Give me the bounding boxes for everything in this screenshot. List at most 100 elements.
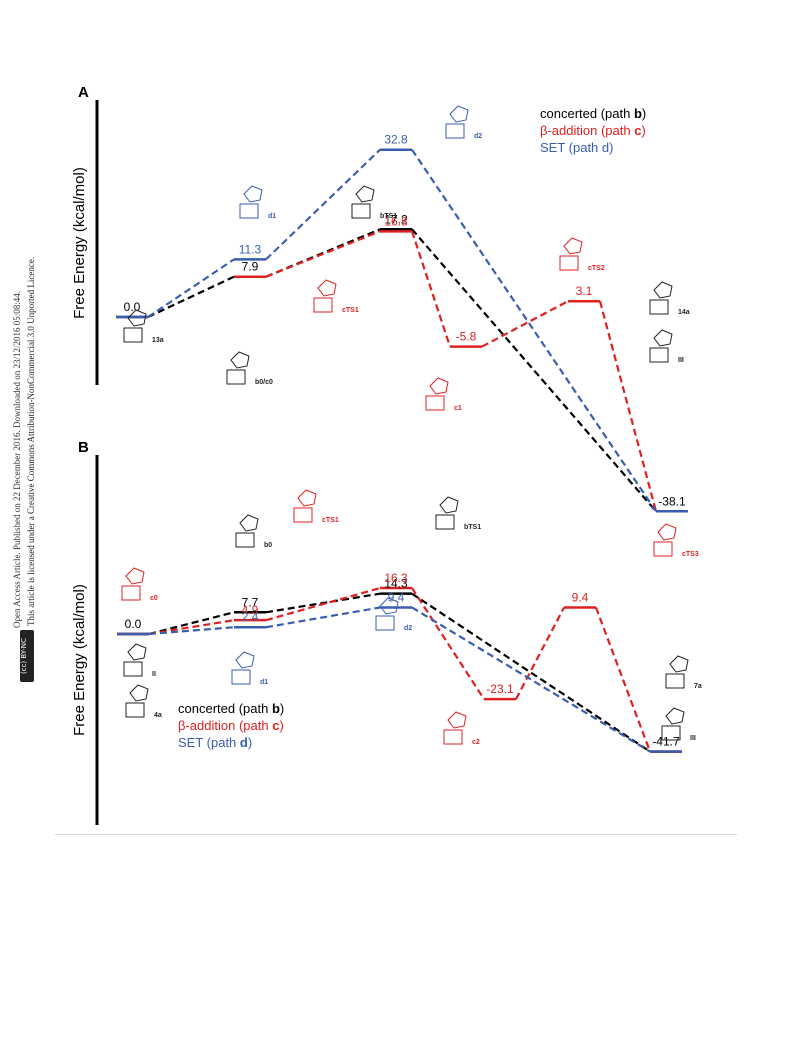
species-label: II bbox=[152, 671, 156, 678]
y-axis-label: Free Energy (kcal/mol) bbox=[71, 167, 88, 319]
species-label: d2 bbox=[404, 625, 412, 632]
energy-value-label: 32.8 bbox=[384, 133, 408, 147]
series-set bbox=[116, 148, 688, 513]
connector bbox=[148, 611, 235, 636]
energy-value-label: 2.4 bbox=[242, 610, 259, 624]
panel-letter: B bbox=[78, 439, 89, 456]
legend-entry: β-addition (path c) bbox=[540, 123, 646, 138]
species-label: bTS1 bbox=[380, 213, 397, 220]
species-label: 14a bbox=[678, 309, 690, 316]
species-label: 13a bbox=[152, 337, 164, 344]
series-set bbox=[117, 606, 682, 753]
connector bbox=[411, 228, 657, 513]
series-beta bbox=[234, 230, 688, 513]
molecule-structure: bTS1 bbox=[351, 185, 397, 220]
connector bbox=[265, 606, 381, 629]
legend: concerted (path b) β-addition (path c) SET… bbox=[178, 701, 284, 750]
molecule-structure: c2 bbox=[443, 711, 480, 746]
molecule-structure: 13a bbox=[123, 309, 164, 344]
molecule-structure: 4a bbox=[125, 684, 162, 719]
molecule-structure: cTS2 bbox=[559, 237, 605, 272]
connector bbox=[148, 626, 235, 636]
energy-value-label: 7.7 bbox=[242, 595, 259, 609]
molecule-structure: b0 bbox=[235, 514, 272, 549]
species-label: c2 bbox=[472, 739, 480, 746]
panel-b: B Free Energy (kcal/mol) 0.0 7.7 14.3 -41.7 4.… bbox=[71, 439, 702, 825]
molecule-structure: b0/c0 bbox=[226, 351, 273, 386]
energy-value-label: -41.7 bbox=[652, 735, 680, 749]
molecule-structure: d2 bbox=[445, 105, 482, 140]
connector bbox=[411, 606, 651, 753]
energy-value-label: 7.9 bbox=[242, 260, 259, 274]
species-label: cTS1 bbox=[342, 307, 359, 314]
molecule-structure: III bbox=[661, 707, 696, 742]
species-label: cTS2 bbox=[588, 265, 605, 272]
footer-divider bbox=[55, 834, 737, 835]
energy-value-label: 17.2 bbox=[384, 212, 408, 226]
species-label: d1 bbox=[260, 679, 268, 686]
energy-value-label: 0.0 bbox=[124, 300, 141, 314]
species-label: b0/c0 bbox=[255, 379, 273, 386]
energy-value-label: 14.3 bbox=[384, 577, 408, 591]
molecule-structure: d1 bbox=[239, 185, 276, 220]
molecule-structure: d2 bbox=[375, 597, 412, 632]
molecule-structure: bTS1 bbox=[435, 496, 481, 531]
molecule-structure: c1 bbox=[425, 377, 462, 412]
y-axis-label: Free Energy (kcal/mol) bbox=[71, 584, 88, 736]
connector bbox=[411, 592, 651, 753]
energy-value-label: -5.8 bbox=[456, 330, 477, 344]
energy-value-label: -23.1 bbox=[486, 682, 514, 696]
energy-value-label: 11.3 bbox=[239, 242, 262, 256]
species-label: bTS1 bbox=[464, 524, 481, 531]
molecule-structure: III bbox=[649, 329, 684, 364]
molecule-structure: 7a bbox=[665, 655, 702, 690]
connector bbox=[594, 607, 652, 752]
connector bbox=[265, 230, 381, 278]
connector bbox=[515, 606, 565, 700]
molecule-structure: cTS1 bbox=[313, 279, 359, 314]
species-label: III bbox=[678, 357, 684, 364]
connector bbox=[410, 230, 452, 347]
energy-value-label: 9.4 bbox=[572, 590, 589, 604]
legend-entry: concerted (path b) bbox=[540, 106, 646, 121]
connector bbox=[598, 300, 658, 512]
species-label: c1 bbox=[454, 405, 462, 412]
species-label: cTS3 bbox=[682, 551, 699, 558]
molecule-structure: cTS1 bbox=[293, 489, 339, 524]
legend: concerted (path b) β-addition (path c) SET… bbox=[540, 106, 646, 155]
energy-value-label: 4.9 bbox=[242, 603, 259, 617]
species-label: 7a bbox=[694, 683, 702, 690]
legend-entry: SET (path d) bbox=[540, 140, 613, 155]
species-label: d1 bbox=[268, 213, 276, 220]
connector bbox=[147, 275, 235, 318]
energy-value-label: 3.1 bbox=[576, 284, 593, 298]
molecule-structure: cTS3 bbox=[653, 523, 699, 558]
species-label: b0 bbox=[264, 542, 272, 549]
energy-value-label: 9.4 bbox=[388, 590, 405, 604]
molecule-structure: 14a bbox=[649, 281, 690, 316]
energy-value-label: 0.0 bbox=[125, 617, 142, 631]
legend-entry: SET (path d) bbox=[178, 735, 252, 750]
energy-value-label: -38.1 bbox=[658, 494, 686, 508]
panel-letter: A bbox=[78, 84, 89, 101]
connector bbox=[265, 586, 381, 622]
species-label: 4a bbox=[154, 712, 162, 719]
connector bbox=[265, 148, 381, 261]
connector bbox=[147, 258, 235, 318]
species-label: cTS1 bbox=[322, 517, 339, 524]
species-label: d2 bbox=[474, 133, 482, 140]
panel-a: A Free Energy (kcal/mol) 0.0 7.9 17.2 -38.1 16… bbox=[71, 84, 690, 513]
connector bbox=[148, 619, 235, 636]
energy-value-label: 16.8 bbox=[384, 214, 408, 228]
molecule-structure: II bbox=[123, 643, 156, 678]
species-label: c0 bbox=[150, 595, 158, 602]
connector bbox=[411, 587, 485, 700]
molecule-structure: c0 bbox=[121, 567, 158, 602]
molecule-structure: d1 bbox=[231, 651, 268, 686]
legend-entry: β-addition (path c) bbox=[178, 718, 284, 733]
energy-value-label: 16.3 bbox=[384, 571, 408, 585]
connector bbox=[481, 300, 569, 348]
legend-entry: concerted (path b) bbox=[178, 701, 284, 716]
species-label: III bbox=[690, 735, 696, 742]
